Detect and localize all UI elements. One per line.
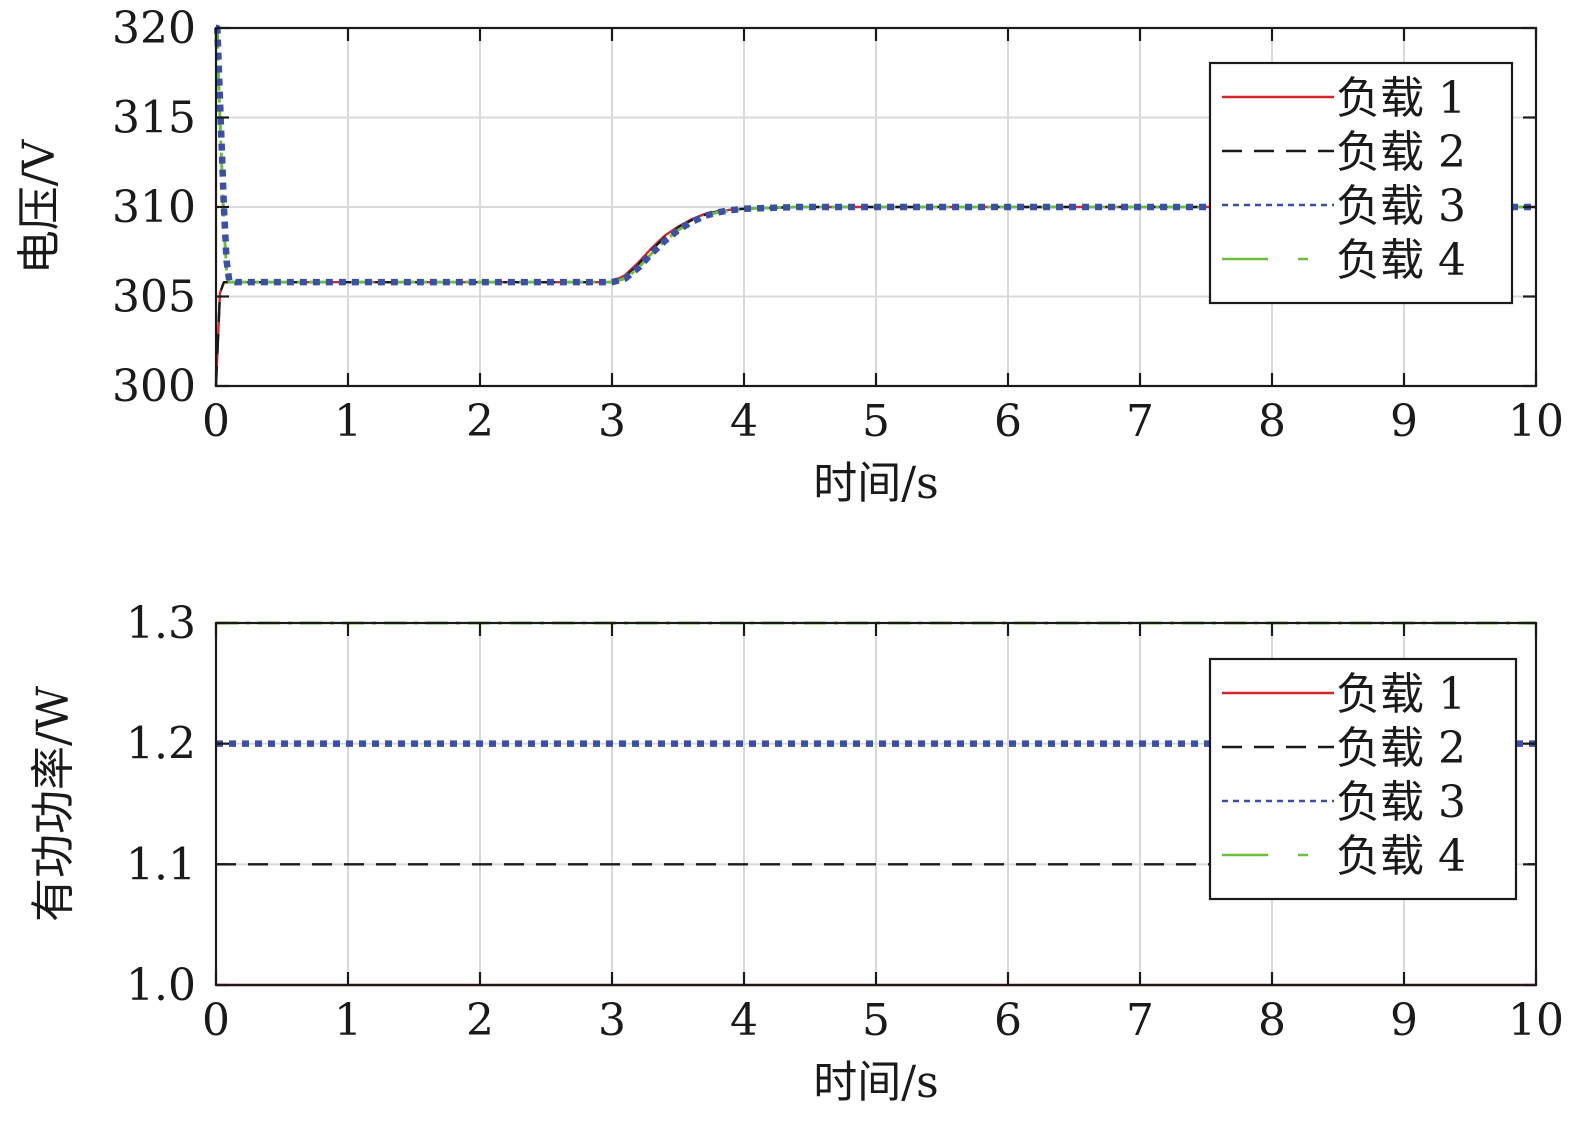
legend-label-3: 负载 3 [1336,777,1466,828]
x-tick-label: 8 [1258,396,1286,447]
y-tick-label: 315 [112,93,196,144]
x-tick-label: 3 [598,995,626,1046]
x-tick-label: 7 [1126,396,1154,447]
legend-label-1: 负载 1 [1336,669,1466,720]
x-tick-label: 6 [994,995,1022,1046]
x-tick-label: 2 [466,995,494,1046]
x-tick-label: 4 [730,396,758,447]
x-tick-label: 5 [862,396,890,447]
series-group [214,24,1536,387]
ticks: 0 1 2 3 4 5 6 7 8 9 10 1.0 1.1 1.2 1.3 [126,598,1564,1046]
y-tick-label: 1.0 [126,960,196,1011]
x-tick-label: 4 [730,995,758,1046]
y-tick-label: 1.1 [126,839,196,890]
legend-box [1208,657,1518,901]
x-axis-label: 时间/s [813,458,938,509]
y-tick-label: 305 [112,272,196,323]
legend-box [1208,61,1514,305]
legend-label-4: 负载 4 [1336,235,1466,286]
legend-label-3: 负载 3 [1336,181,1466,232]
x-tick-label: 10 [1508,396,1564,447]
x-axis-label: 时间/s [813,1057,938,1108]
series-line-3 [214,24,1536,286]
x-tick-label: 7 [1126,995,1154,1046]
x-tick-label: 0 [202,396,230,447]
ticks: 0 1 2 3 4 5 6 7 8 9 10 300 305 310 315 320 [112,3,1564,447]
legend-label-2: 负载 2 [1336,127,1466,178]
y-tick-label: 320 [112,3,196,54]
x-tick-label: 9 [1390,995,1418,1046]
x-tick-label: 8 [1258,995,1286,1046]
x-tick-label: 1 [334,995,362,1046]
y-tick-label: 1.3 [126,598,196,649]
x-tick-label: 5 [862,995,890,1046]
legend-label-1: 负载 1 [1336,73,1466,124]
y-tick-label: 300 [112,361,196,412]
legend-label-2: 负载 2 [1336,723,1466,774]
y-tick-label: 310 [112,182,196,233]
x-tick-label: 3 [598,396,626,447]
legend: 负载 1负载 2负载 3负载 4 [1208,61,1514,305]
x-tick-label: 10 [1508,995,1564,1046]
x-tick-label: 9 [1390,396,1418,447]
legend-label-4: 负载 4 [1336,831,1466,882]
y-axis-label: 有功功率/W [28,685,79,922]
legend: 负载 1负载 2负载 3负载 4 [1208,657,1518,901]
y-axis-label: 电压/V [14,138,65,274]
x-tick-label: 6 [994,396,1022,447]
x-tick-label: 0 [202,995,230,1046]
x-tick-label: 1 [334,396,362,447]
x-tick-label: 2 [466,396,494,447]
y-tick-label: 1.2 [126,719,196,770]
